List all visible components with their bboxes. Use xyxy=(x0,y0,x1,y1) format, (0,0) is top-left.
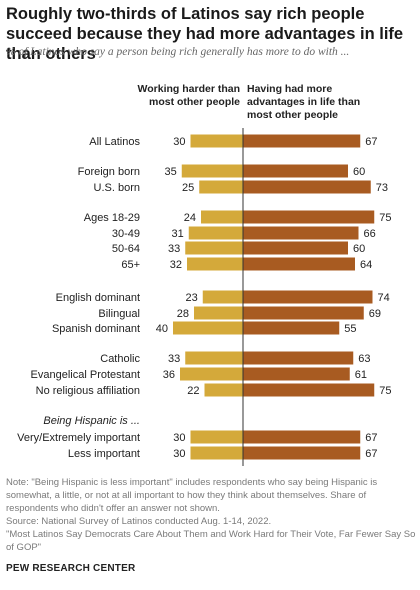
value-label-working-harder: 30 xyxy=(173,432,185,444)
bar-working-harder xyxy=(199,180,243,194)
value-label-working-harder: 25 xyxy=(182,182,194,194)
bar-working-harder xyxy=(204,383,243,397)
legend-working-harder: Working harder than most other people xyxy=(137,83,240,108)
bar-advantages xyxy=(243,351,354,365)
bar-working-harder xyxy=(188,226,243,240)
value-label-advantages: 74 xyxy=(378,292,390,304)
bar-working-harder xyxy=(201,210,243,224)
bar-working-harder xyxy=(185,351,243,365)
category-label: Catholic xyxy=(100,353,140,365)
category-label: Foreign born xyxy=(78,166,140,178)
value-label-advantages: 75 xyxy=(379,212,391,224)
bar-working-harder xyxy=(190,446,243,460)
source-text: Source: National Survey of Latinos condu… xyxy=(6,516,272,527)
bar-working-harder xyxy=(185,241,243,255)
bar-advantages xyxy=(243,383,375,397)
bar-advantages xyxy=(243,210,375,224)
value-label-advantages: 75 xyxy=(379,385,391,397)
bar-advantages xyxy=(243,164,348,178)
bar-advantages xyxy=(243,290,373,304)
bar-advantages xyxy=(243,367,350,381)
category-label: All Latinos xyxy=(89,136,140,148)
category-label: Less important xyxy=(68,448,140,460)
value-label-advantages: 60 xyxy=(353,243,365,255)
value-label-working-harder: 28 xyxy=(177,308,189,320)
value-label-advantages: 64 xyxy=(360,259,372,271)
bar-advantages xyxy=(243,257,355,271)
value-label-working-harder: 32 xyxy=(170,259,182,271)
value-label-advantages: 63 xyxy=(358,353,370,365)
category-label: Bilingual xyxy=(98,308,140,320)
bar-advantages xyxy=(243,306,364,320)
value-label-working-harder: 30 xyxy=(173,136,185,148)
bar-working-harder xyxy=(187,257,243,271)
value-label-working-harder: 33 xyxy=(168,353,180,365)
diverging-bar-chart: 30 67 All Latinos 35 60 Foreign born 25 73 U.S. … xyxy=(17,128,392,466)
bar-working-harder xyxy=(190,430,243,444)
value-label-advantages: 67 xyxy=(365,136,377,148)
value-label-working-harder: 23 xyxy=(186,292,198,304)
bar-working-harder xyxy=(190,134,243,148)
value-label-advantages: 60 xyxy=(353,166,365,178)
bar-advantages xyxy=(243,226,359,240)
bar-advantages xyxy=(243,241,348,255)
pew-logo-text: PEW RESEARCH CENTER xyxy=(6,563,136,574)
category-label: U.S. born xyxy=(94,182,140,194)
value-label-working-harder: 30 xyxy=(173,448,185,460)
category-label: Ages 18-29 xyxy=(84,212,140,224)
value-label-advantages: 67 xyxy=(365,448,377,460)
value-label-working-harder: 35 xyxy=(165,166,177,178)
category-label: No religious affiliation xyxy=(36,385,140,397)
value-label-working-harder: 33 xyxy=(168,243,180,255)
category-label: Spanish dominant xyxy=(52,323,140,335)
value-label-advantages: 69 xyxy=(369,308,381,320)
value-label-advantages: 67 xyxy=(365,432,377,444)
bar-advantages xyxy=(243,134,361,148)
bar-working-harder xyxy=(194,306,243,320)
category-label: Very/Extremely important xyxy=(17,432,140,444)
bar-advantages xyxy=(243,321,340,335)
value-label-working-harder: 24 xyxy=(184,212,196,224)
bar-working-harder xyxy=(202,290,243,304)
value-label-advantages: 55 xyxy=(344,323,356,335)
bar-working-harder xyxy=(180,367,243,381)
bar-advantages xyxy=(243,446,361,460)
category-label: 50-64 xyxy=(112,243,140,255)
report-title: "Most Latinos Say Democrats Care About T… xyxy=(6,529,416,553)
value-label-working-harder: 36 xyxy=(163,369,175,381)
value-label-advantages: 73 xyxy=(376,182,388,194)
value-label-advantages: 66 xyxy=(364,228,376,240)
category-label: English dominant xyxy=(56,292,140,304)
group-header-label: Being Hispanic is ... xyxy=(43,415,140,427)
note-text: Note: "Being Hispanic is less important"… xyxy=(6,477,378,514)
category-label: 65+ xyxy=(121,259,140,271)
value-label-working-harder: 31 xyxy=(172,228,184,240)
bar-advantages xyxy=(243,180,371,194)
value-label-advantages: 61 xyxy=(355,369,367,381)
legend-advantages: Having had more advantages in life than … xyxy=(247,83,361,121)
value-label-working-harder: 22 xyxy=(187,385,199,397)
category-label: Evangelical Protestant xyxy=(31,369,140,381)
bar-working-harder xyxy=(173,321,243,335)
category-label: 30-49 xyxy=(112,228,140,240)
bar-working-harder xyxy=(181,164,243,178)
chart-title: Roughly two-thirds of Latinos say rich p… xyxy=(6,5,404,63)
value-label-working-harder: 40 xyxy=(156,323,168,335)
bar-advantages xyxy=(243,430,361,444)
chart-notes: Note: "Being Hispanic is less important"… xyxy=(6,476,416,554)
chart-subtitle: % of Latinos who say a person being rich… xyxy=(6,46,350,58)
